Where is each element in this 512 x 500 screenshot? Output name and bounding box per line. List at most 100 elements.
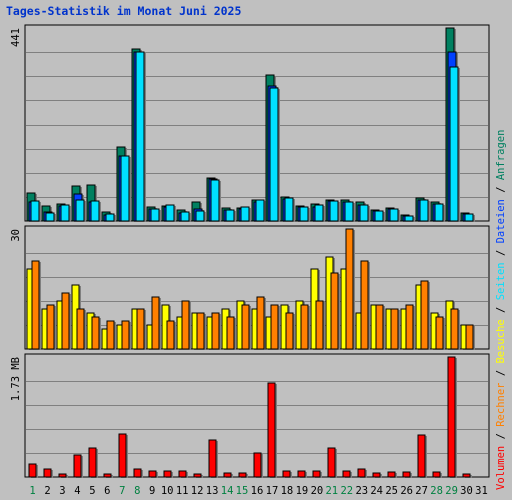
x-tick-label-12: 12 xyxy=(191,485,204,497)
y-max-label-2: 30 xyxy=(10,229,22,242)
bar-volumen-28 xyxy=(432,471,442,478)
bar-seiten-11 xyxy=(180,211,191,222)
bar-seiten-21 xyxy=(329,200,340,222)
bar-seiten-18-fill xyxy=(284,197,294,222)
bar-rechner-19 xyxy=(300,304,310,350)
bar-seiten-18 xyxy=(284,197,295,222)
bar-seiten-8-fill xyxy=(135,51,145,222)
bar-volumen-23 xyxy=(357,468,367,478)
x-tick-label-21: 21 xyxy=(325,485,338,497)
x-tick-label-20: 20 xyxy=(311,485,324,497)
bar-volumen-24 xyxy=(372,472,382,478)
bar-seiten-15-fill xyxy=(240,206,250,222)
bar-rechner-1 xyxy=(31,260,41,350)
bar-seiten-22 xyxy=(344,201,355,222)
bar-rechner-25-fill xyxy=(390,308,399,350)
bar-seiten-27-fill xyxy=(419,199,429,222)
bar-seiten-11-fill xyxy=(180,211,190,222)
bar-volumen-26 xyxy=(402,471,412,478)
bar-seiten-15 xyxy=(240,206,251,222)
bar-volumen-11 xyxy=(178,470,188,478)
bar-volumen-4-fill xyxy=(73,454,82,478)
bar-seiten-13-fill xyxy=(210,179,220,222)
x-tick-label-6: 6 xyxy=(104,485,110,497)
bar-volumen-26-fill xyxy=(402,471,411,478)
bar-rechner-3 xyxy=(61,292,71,350)
bar-seiten-14-fill xyxy=(225,209,235,222)
x-tick-label-15: 15 xyxy=(236,485,249,497)
x-tick-label-28: 28 xyxy=(430,485,443,497)
bar-rechner-23 xyxy=(360,260,370,350)
bar-volumen-27-fill xyxy=(417,434,426,478)
bar-seiten-24-fill xyxy=(374,210,384,222)
bar-seiten-26-fill xyxy=(404,215,414,222)
bar-rechner-24-fill xyxy=(375,304,384,350)
bar-seiten-16-fill xyxy=(255,199,265,222)
bar-seiten-28 xyxy=(434,203,445,222)
bar-seiten-13 xyxy=(210,179,221,222)
bar-seiten-4-fill xyxy=(75,199,85,222)
bar-rechner-25 xyxy=(390,308,400,350)
x-tick-label-24: 24 xyxy=(370,485,383,497)
bar-seiten-10-fill xyxy=(165,204,175,222)
bar-seiten-3 xyxy=(60,204,71,222)
bar-volumen-9-fill xyxy=(148,470,157,478)
bar-seiten-23-fill xyxy=(359,204,369,222)
bar-volumen-5 xyxy=(88,447,98,478)
bar-volumen-15-fill xyxy=(238,472,247,478)
legend-text: Volumen / Rechner / Besuche / Seiten / D… xyxy=(495,130,507,490)
bar-rechner-29-fill xyxy=(450,308,459,350)
bar-rechner-12 xyxy=(196,312,206,350)
bar-seiten-1-fill xyxy=(30,200,40,222)
bar-seiten-20 xyxy=(314,204,325,222)
legend-separator: / xyxy=(495,300,507,319)
bar-volumen-17 xyxy=(267,382,277,478)
bar-volumen-22-fill xyxy=(342,470,351,478)
bar-volumen-21 xyxy=(327,447,337,478)
panel-1: 441 xyxy=(10,24,490,222)
bar-seiten-3-fill xyxy=(60,204,70,222)
bar-volumen-25 xyxy=(387,471,397,478)
bar-seiten-12 xyxy=(195,210,206,222)
legend-item-anfragen: Anfragen xyxy=(495,130,507,181)
x-tick-label-29: 29 xyxy=(445,485,458,497)
bar-seiten-9 xyxy=(150,208,161,222)
bar-volumen-16-fill xyxy=(253,452,262,478)
bar-seiten-29 xyxy=(449,66,460,222)
bar-rechner-3-fill xyxy=(61,292,70,350)
legend-item-dateien: Dateien xyxy=(495,199,507,243)
bar-seiten-12-fill xyxy=(195,210,205,222)
bar-rechner-16 xyxy=(256,296,266,350)
bar-volumen-6-fill xyxy=(103,473,112,478)
x-tick-label-13: 13 xyxy=(206,485,219,497)
legend-item-volumen: Volumen xyxy=(495,446,507,490)
bar-rechner-21-fill xyxy=(330,272,339,350)
legend-separator: / xyxy=(495,364,507,383)
bar-seiten-17 xyxy=(269,87,280,222)
bar-rechner-9 xyxy=(151,296,161,350)
bar-rechner-12-fill xyxy=(196,312,205,350)
bar-seiten-25 xyxy=(389,208,400,222)
bar-rechner-7-fill xyxy=(121,320,130,350)
bar-rechner-5 xyxy=(91,316,101,350)
legend-item-seiten: Seiten xyxy=(495,262,507,300)
legend-item-rechner: Rechner xyxy=(495,383,507,427)
bar-volumen-12-fill xyxy=(193,473,202,478)
bar-volumen-19-fill xyxy=(297,470,306,478)
bar-seiten-2-fill xyxy=(45,212,55,222)
bar-volumen-20-fill xyxy=(312,470,321,478)
bar-rechner-7 xyxy=(121,320,131,350)
bar-volumen-13 xyxy=(208,439,218,478)
bar-volumen-24-fill xyxy=(372,472,381,478)
bar-rechner-16-fill xyxy=(256,296,265,350)
bar-rechner-26 xyxy=(405,304,415,350)
bar-rechner-27 xyxy=(420,280,430,350)
bar-volumen-2-fill xyxy=(43,468,52,478)
bar-rechner-11 xyxy=(181,300,191,350)
legend-separator: / xyxy=(495,243,507,262)
x-tick-label-19: 19 xyxy=(296,485,309,497)
bar-volumen-15 xyxy=(238,472,248,478)
x-tick-label-25: 25 xyxy=(385,485,398,497)
bar-rechner-17-fill xyxy=(270,304,279,350)
legend-separator: / xyxy=(495,180,507,199)
